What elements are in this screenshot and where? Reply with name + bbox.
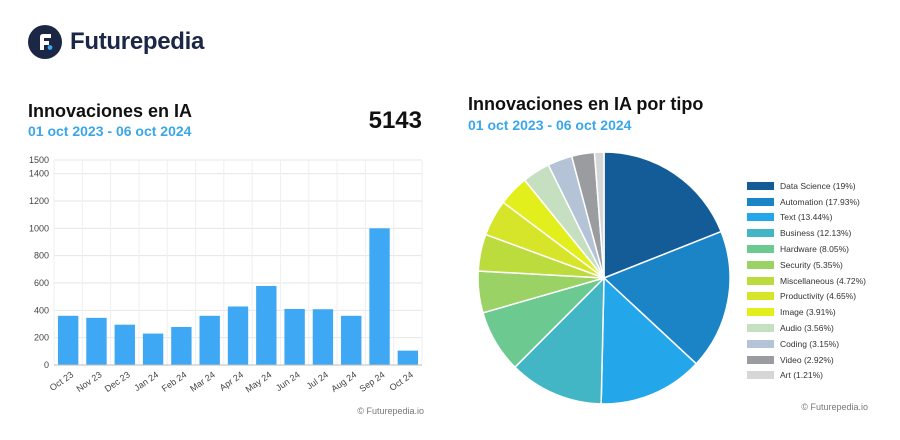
bar-chart-panel: Innovaciones en IA 01 oct 2023 - 06 oct …: [20, 85, 432, 425]
legend-item[interactable]: Art (1.21%): [747, 368, 866, 384]
pie-slice[interactable]: [600, 276, 698, 405]
legend-swatch: [747, 229, 774, 238]
x-tick-label: Jun 24: [274, 369, 302, 393]
y-tick-label: 1500: [29, 155, 49, 165]
legend-label: Hardware (8.05%): [780, 244, 849, 255]
bar[interactable]: [397, 350, 419, 365]
pie-chart-title: Innovaciones en IA por tipo: [468, 94, 704, 114]
bar[interactable]: [142, 333, 164, 365]
pie-slice[interactable]: [513, 276, 605, 405]
bar[interactable]: [369, 228, 390, 365]
bar[interactable]: [114, 324, 135, 365]
bar-chart: 0 200 400 600 800 1000 1200 1400 1500 Oct 23 Nov 2…: [29, 155, 423, 395]
bar-chart-title: Innovaciones en IA: [28, 101, 193, 121]
legend-item[interactable]: Hardware (8.05%): [747, 241, 866, 257]
bar[interactable]: [171, 327, 192, 365]
legend-label: Productivity (4.65%): [780, 291, 857, 302]
legend-swatch: [747, 371, 774, 380]
bar-chart-credit: © Futurepedia.io: [357, 406, 424, 416]
legend-item[interactable]: Productivity (4.65%): [747, 289, 866, 305]
legend-swatch: [747, 308, 774, 317]
x-tick-label: May 24: [244, 369, 274, 394]
legend-label: Art (1.21%): [780, 370, 823, 381]
y-tick-label: 0: [44, 360, 49, 370]
legend-swatch: [747, 339, 774, 348]
legend-swatch: [747, 213, 774, 222]
pie-slice[interactable]: [602, 230, 731, 365]
legend-item[interactable]: Data Science (19%): [747, 178, 866, 194]
bar[interactable]: [312, 309, 334, 365]
legend-label: Data Science (19%): [780, 180, 856, 191]
legend-item[interactable]: Text (13.44%): [747, 210, 866, 226]
futurepedia-logo-icon: [28, 25, 62, 59]
y-tick-label: 1000: [29, 223, 49, 233]
legend-label: Security (5.35%): [780, 259, 843, 270]
brand-name: Futurepedia: [70, 28, 205, 55]
legend-label: Text (13.44%): [780, 212, 833, 223]
legend-item[interactable]: Audio (3.56%): [747, 320, 866, 336]
legend-label: Automation (17.93%): [780, 196, 860, 207]
x-tick-label: Jul 24: [305, 369, 330, 391]
legend-swatch: [747, 245, 774, 254]
y-tick-label: 200: [34, 333, 49, 343]
legend-label: Audio (3.56%): [780, 323, 834, 334]
bar[interactable]: [227, 306, 249, 365]
bar[interactable]: [256, 286, 277, 365]
legend-label: Video (2.92%): [780, 354, 834, 365]
bar[interactable]: [199, 315, 220, 365]
legend-swatch: [747, 276, 774, 285]
legend-item[interactable]: Security (5.35%): [747, 257, 866, 273]
legend-swatch: [747, 324, 774, 333]
y-tick-label: 1400: [29, 169, 49, 179]
x-tick-label: Mar 24: [188, 369, 217, 393]
y-tick-label: 400: [34, 305, 49, 315]
legend-swatch: [747, 355, 774, 364]
pie-chart-panel: Innovaciones en IA por tipo 01 oct 2023 …: [440, 80, 880, 425]
x-tick-label: Feb 24: [160, 369, 189, 393]
bar[interactable]: [341, 315, 362, 365]
legend-item[interactable]: Miscellaneous (4.72%): [747, 273, 866, 289]
x-tick-label: Nov 23: [75, 369, 104, 394]
pie-chart-date-range: 01 oct 2023 - 06 oct 2024: [468, 117, 632, 133]
y-tick-label: 800: [34, 251, 49, 261]
total-count: 5143: [368, 107, 422, 134]
x-tick-label: Aug 24: [329, 369, 358, 394]
legend-swatch: [747, 292, 774, 301]
legend-item[interactable]: Video (2.92%): [747, 352, 866, 368]
pie-slice[interactable]: [593, 151, 605, 279]
x-tick-label: Jan 24: [132, 369, 160, 393]
legend-item[interactable]: Business (12.13%): [747, 225, 866, 241]
x-tick-label: Apr 24: [218, 369, 245, 392]
pie-chart-credit: © Futurepedia.io: [801, 402, 868, 412]
bar-chart-date-range: 01 oct 2023 - 06 oct 2024: [28, 123, 192, 139]
legend-item[interactable]: Coding (3.15%): [747, 336, 866, 352]
x-tick-label: Dec 23: [103, 369, 132, 394]
legend-swatch: [747, 260, 774, 269]
legend-item[interactable]: Image (3.91%): [747, 304, 866, 320]
bar[interactable]: [57, 315, 79, 365]
legend-label: Business (12.13%): [780, 228, 852, 239]
bar[interactable]: [284, 308, 305, 365]
legend-swatch: [747, 181, 774, 190]
legend-item[interactable]: Automation (17.93%): [747, 194, 866, 210]
y-tick-label: 600: [34, 278, 49, 288]
legend-label: Miscellaneous (4.72%): [780, 275, 866, 286]
x-tick-label: Sep 24: [358, 369, 387, 394]
x-tick-label: Oct 23: [48, 369, 75, 392]
brand-logo[interactable]: Futurepedia: [28, 25, 204, 59]
pie-legend: Data Science (19%) Automation (17.93%) Tex…: [747, 178, 866, 383]
legend-label: Coding (3.15%): [780, 338, 840, 349]
y-tick-label: 1200: [29, 196, 49, 206]
pie-chart: [477, 151, 731, 405]
x-tick-label: Oct 24: [388, 369, 415, 392]
pie-slice[interactable]: [603, 151, 723, 280]
legend-swatch: [747, 197, 774, 206]
legend-label: Image (3.91%): [780, 307, 836, 318]
bar[interactable]: [86, 317, 107, 365]
